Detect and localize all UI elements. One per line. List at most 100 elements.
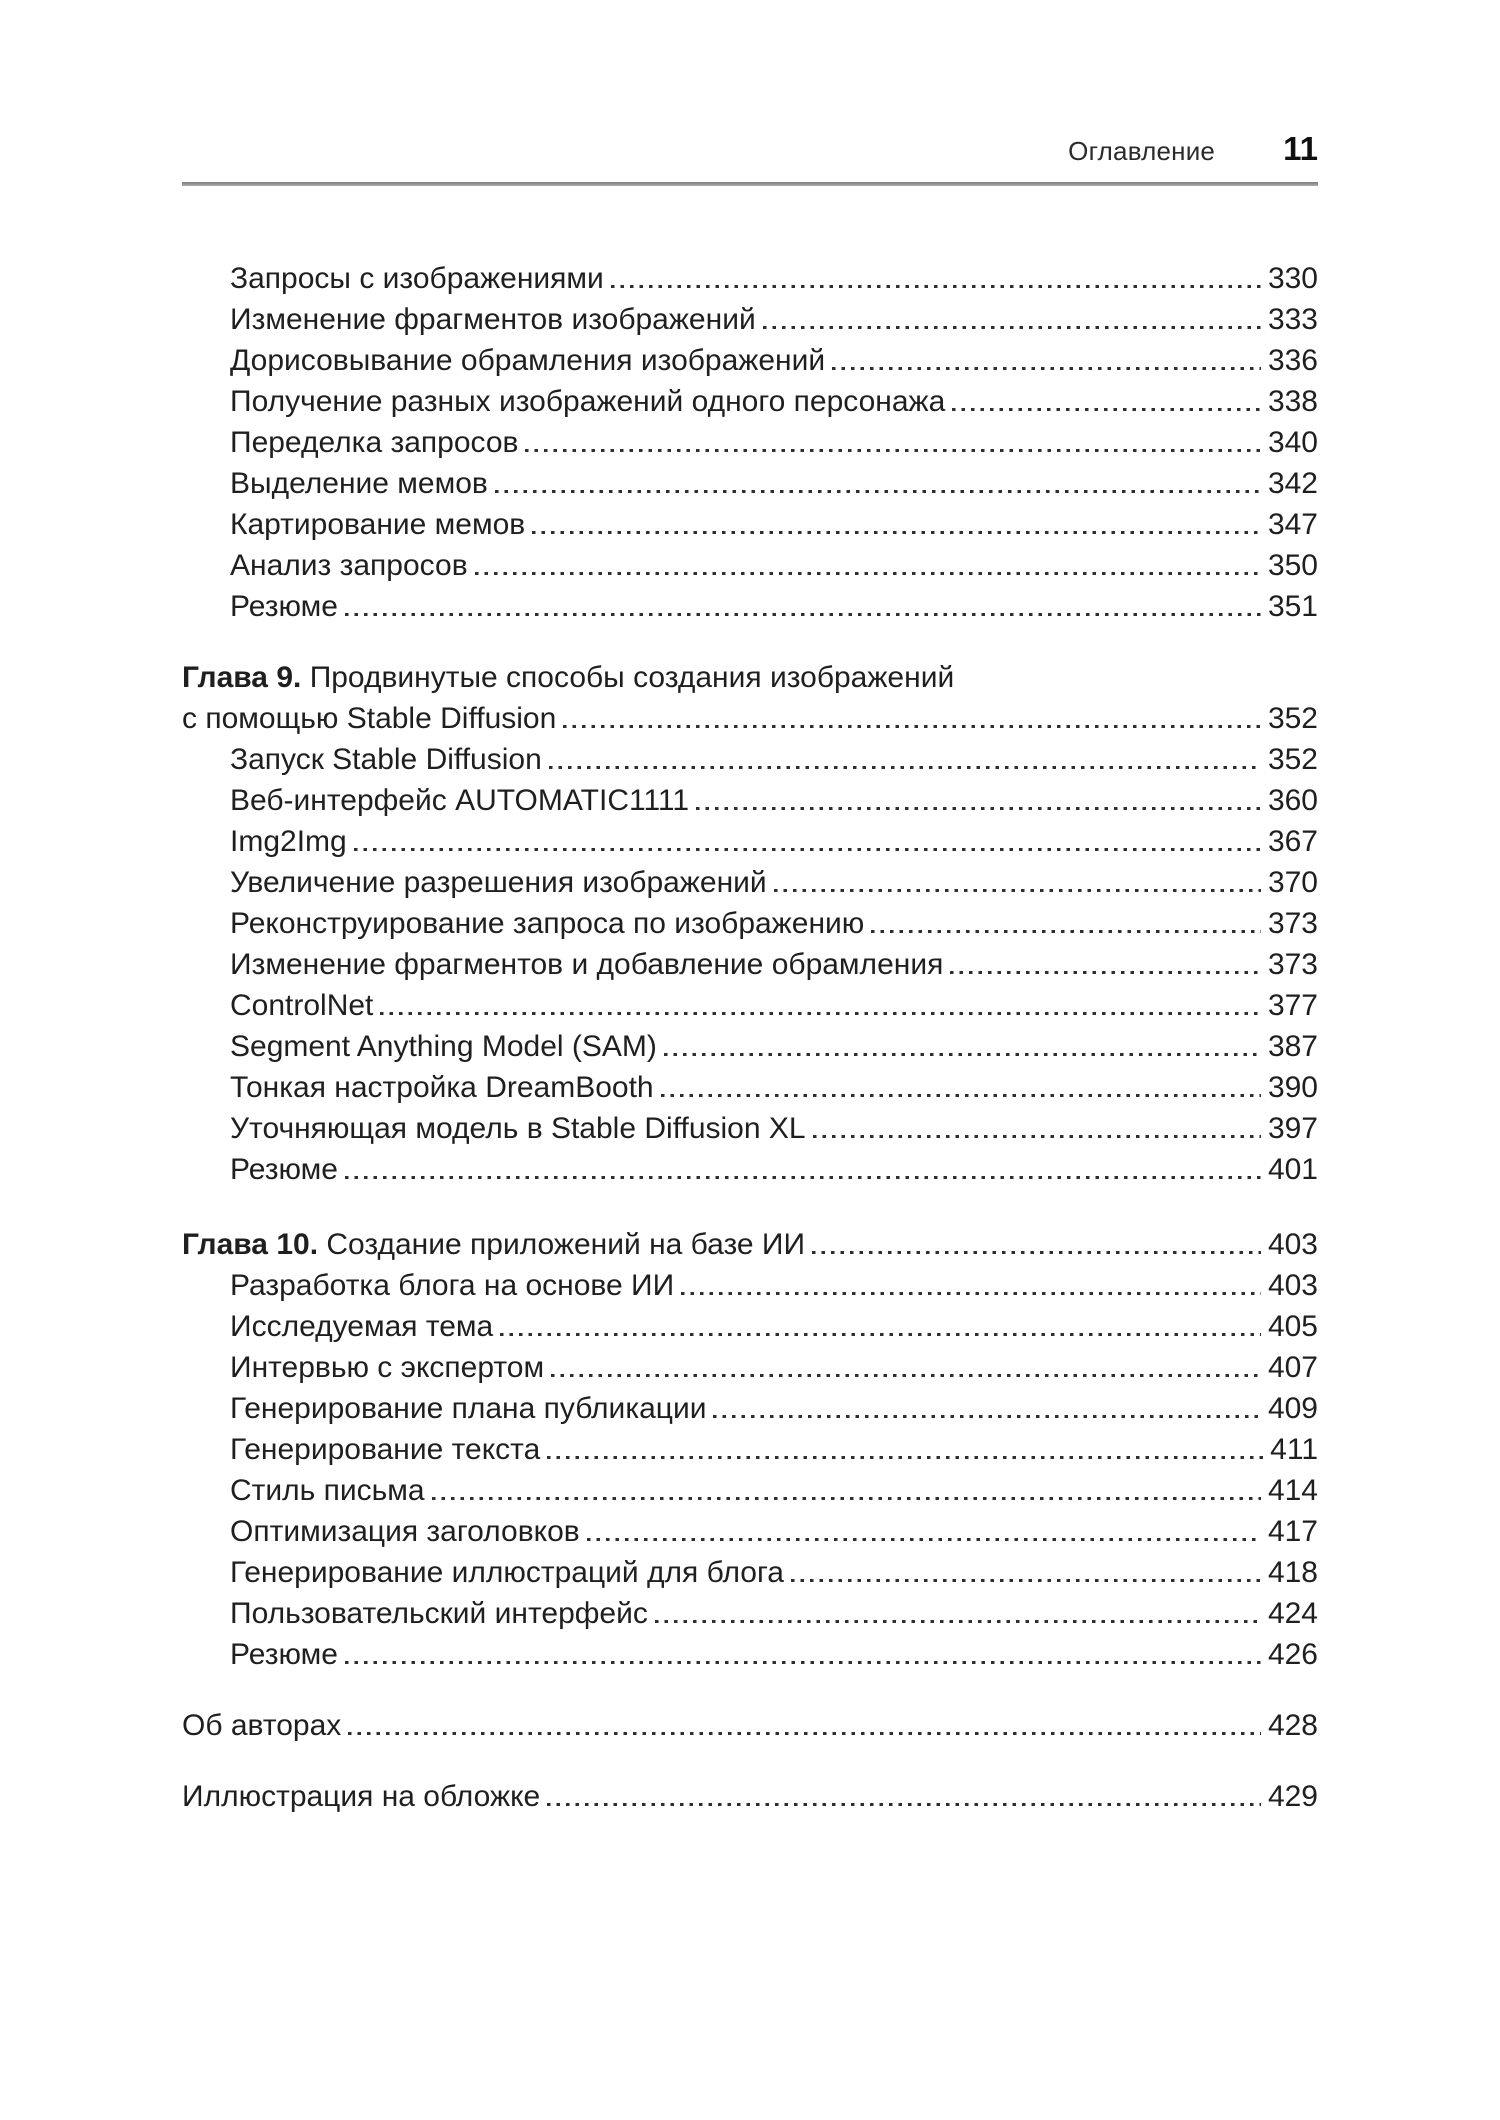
toc-entry-page: 367 (1267, 825, 1318, 858)
toc-entry-label: ControlNet (230, 989, 374, 1022)
toc-entry-label: Стиль письма (230, 1474, 425, 1507)
chapter-title-text: Продвинутые способы создания изображений (309, 661, 955, 694)
toc-entry-page: 338 (1267, 385, 1318, 418)
toc-entry-label: Запуск Stable Diffusion (230, 743, 542, 776)
dot-leader (790, 1578, 1261, 1582)
toc-entry-page: 418 (1267, 1556, 1318, 1589)
toc-entry-label: Генерирование плана публикации (230, 1392, 707, 1425)
toc-entry-page: 390 (1267, 1071, 1318, 1104)
chapter-10-heading: Глава 10. Создание приложений на базе ИИ… (182, 1224, 1318, 1265)
toc-entry-page: 411 (1270, 1433, 1318, 1466)
dot-leader (681, 1291, 1261, 1295)
dot-leader (431, 1496, 1261, 1500)
toc-entry-label: Интервью с экспертом (230, 1351, 545, 1384)
toc-entry: Оптимизация заголовков 417 (182, 1511, 1318, 1552)
toc-entry-label: Разработка блога на основе ИИ (230, 1269, 675, 1302)
toc-entry: Segment Anything Model (SAM) 387 (182, 1026, 1318, 1067)
dot-leader (871, 929, 1261, 933)
toc-entry-label: Запросы с изображениями (230, 262, 604, 295)
toc-entry-page: 373 (1267, 948, 1318, 981)
toc-entry-label: Изменение фрагментов изображений (230, 303, 756, 336)
dot-leader (586, 1537, 1261, 1541)
dot-leader (344, 1660, 1261, 1664)
chapter-title: Глава 9. Продвинутые способы создания из… (182, 657, 954, 698)
toc-entry-label: Img2Img (230, 825, 347, 858)
dot-leader (762, 325, 1261, 329)
toc-entry-page: 424 (1267, 1597, 1318, 1630)
dot-leader (551, 1373, 1261, 1377)
chapter-title-continued: с помощью Stable Diffusion (182, 702, 557, 735)
chapter-title: Глава 10. Создание приложений на базе ИИ (182, 1224, 805, 1265)
dot-leader (696, 806, 1261, 810)
toc-entry-page: 401 (1267, 1153, 1318, 1186)
toc-entry-page: 377 (1267, 989, 1318, 1022)
toc-entry-page: 426 (1267, 1638, 1318, 1671)
dot-leader (474, 571, 1261, 575)
toc-entry-page: 403 (1267, 1228, 1318, 1261)
dot-leader (832, 366, 1261, 370)
toc-entry-label: Генерирование текста (230, 1433, 541, 1466)
toc-entry: Уточняющая модель в Stable Diffusion XL … (182, 1108, 1318, 1149)
toc-entry-label: Переделка запросов (230, 426, 519, 459)
toc-entry-cover-illustration: Иллюстрация на обложке 429 (182, 1776, 1318, 1817)
dot-leader (713, 1414, 1261, 1418)
dot-leader (610, 284, 1261, 288)
toc-entry-page: 387 (1267, 1030, 1318, 1063)
dot-leader (547, 1455, 1264, 1459)
chapter-number-label: Глава 10. (182, 1228, 319, 1261)
toc-entry-label: Об авторах (182, 1709, 342, 1742)
page-header: Оглавление 11 (182, 0, 1318, 186)
toc-entry-page: 397 (1267, 1112, 1318, 1145)
toc-entry-page: 333 (1267, 303, 1318, 336)
toc-entry-page: 330 (1267, 262, 1318, 295)
toc-entry-label: Веб-интерфейс AUTOMATIC1111 (230, 784, 690, 817)
toc-entry-label: Исследуемая тема (230, 1310, 494, 1343)
running-head-title: Оглавление (1068, 136, 1216, 166)
toc-entry: Дорисовывание обрамления изображений 336 (182, 340, 1318, 381)
toc-entry-label: Пользовательский интерфейс (230, 1597, 648, 1630)
toc-entry: Тонкая настройка DreamBooth 390 (182, 1067, 1318, 1108)
dot-leader (548, 765, 1261, 769)
toc-entry: Пользовательский интерфейс 424 (182, 1593, 1318, 1634)
dot-leader (773, 888, 1261, 892)
toc-entry-label: Резюме (230, 1153, 338, 1186)
toc-entry: Стиль письма 414 (182, 1470, 1318, 1511)
toc-entry-label: Выделение мемов (230, 467, 488, 500)
toc-entry: Резюме 351 (182, 586, 1318, 627)
toc-entry-page: 409 (1267, 1392, 1318, 1425)
toc-entry-label: Резюме (230, 1638, 338, 1671)
toc-entry: Запросы с изображениями 330 (182, 258, 1318, 299)
toc-entry: Анализ запросов 350 (182, 545, 1318, 586)
dot-leader (525, 448, 1261, 452)
dot-leader (344, 612, 1261, 616)
dot-leader (663, 1052, 1261, 1056)
toc-entry: Резюме 401 (182, 1149, 1318, 1190)
toc-entry-page: 373 (1267, 907, 1318, 940)
toc-entry: Изменение фрагментов и добавление обрамл… (182, 944, 1318, 985)
dot-leader (547, 1802, 1261, 1806)
toc-entry: Веб-интерфейс AUTOMATIC1111 360 (182, 780, 1318, 821)
dot-leader (812, 1250, 1261, 1254)
toc-entry: Исследуемая тема 405 (182, 1306, 1318, 1347)
toc-entry-about-authors: Об авторах 428 (182, 1705, 1318, 1746)
dot-leader (950, 970, 1261, 974)
toc-entry-label: Изменение фрагментов и добавление обрамл… (230, 948, 944, 981)
toc-entry: ControlNet 377 (182, 985, 1318, 1026)
toc-entry-label: Генерирование иллюстраций для блога (230, 1556, 784, 1589)
toc-entry: Реконструирование запроса по изображению… (182, 903, 1318, 944)
toc-entry: Запуск Stable Diffusion 352 (182, 739, 1318, 780)
toc-entry-label: Реконструирование запроса по изображению (230, 907, 865, 940)
dot-leader (344, 1175, 1261, 1179)
chapter-title-text: Создание приложений на базе ИИ (326, 1228, 806, 1261)
dot-leader (812, 1134, 1261, 1138)
dot-leader (654, 1619, 1261, 1623)
table-of-contents: Запросы с изображениями 330 Изменение фр… (182, 258, 1318, 1817)
toc-entry-page: 342 (1267, 467, 1318, 500)
toc-entry-page: 403 (1267, 1269, 1318, 1302)
toc-entry: Изменение фрагментов изображений 333 (182, 299, 1318, 340)
toc-entry-page: 405 (1267, 1310, 1318, 1343)
dot-leader (660, 1093, 1261, 1097)
toc-entry-page: 414 (1267, 1474, 1318, 1507)
dot-leader (532, 530, 1261, 534)
